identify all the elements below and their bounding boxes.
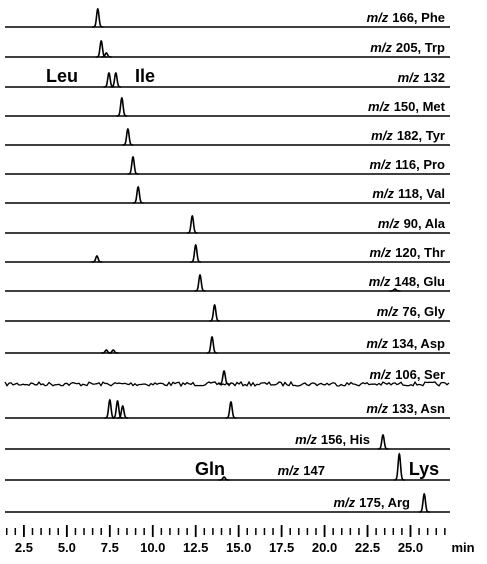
peak [209,303,221,322]
peak [377,433,389,450]
trace-label: m/z 118, Val [372,186,445,201]
x-tick-label: 22.5 [355,540,380,555]
x-tick-label: 2.5 [15,540,33,555]
peak [100,52,112,58]
peak [190,243,202,263]
mz-prefix: m/z [334,495,356,510]
x-tick-label: 25.0 [398,540,423,555]
peak [92,7,104,28]
peak [95,39,107,58]
trace-label: m/z 147 [278,463,325,478]
mz-prefix: m/z [370,40,392,55]
x-axis-label: min [451,540,474,555]
x-tick-label: 20.0 [312,540,337,555]
trace-label: m/z 205, Trp [370,40,445,55]
trace-label: m/z 132 [398,70,445,85]
peak [186,214,198,234]
peak [389,288,401,292]
mz-prefix: m/z [372,186,394,201]
trace-name: 132 [423,70,445,85]
x-tick-label: 7.5 [101,540,119,555]
mz-prefix: m/z [398,70,420,85]
trace-name: 150, Met [394,99,446,114]
annotation: Leu [46,66,78,86]
trace-label: m/z 133, Asn [366,401,445,416]
mz-prefix: m/z [369,367,391,382]
mz-prefix: m/z [369,157,391,172]
peak [418,492,430,513]
trace-name: 76, Gly [402,304,445,319]
peak [218,476,230,481]
peak [206,335,218,354]
peak [91,255,103,263]
trace-name: 205, Trp [396,40,445,55]
annotation: Gln [195,459,225,479]
trace-name: 134, Asp [392,336,445,351]
peak [218,369,230,385]
trace-name: 106, Ser [395,367,445,382]
mz-prefix: m/z [368,99,390,114]
trace-label: m/z 182, Tyr [371,128,445,143]
trace-name: 148, Glu [394,274,445,289]
x-tick-label: 15.0 [226,540,251,555]
trace-name: 116, Pro [395,157,445,172]
peak [117,405,129,419]
peak [104,398,116,419]
trace-label: m/z 120, Thr [369,245,445,260]
trace-name: 182, Tyr [397,128,445,143]
mz-prefix: m/z [278,463,300,478]
x-tick-label: 10.0 [140,540,165,555]
peak [122,127,134,146]
x-tick-label: 17.5 [269,540,294,555]
mz-prefix: m/z [366,336,388,351]
trace-label: m/z 106, Ser [369,367,445,382]
peak [112,399,123,419]
mz-prefix: m/z [378,216,400,231]
trace-name: 156, His [321,432,370,447]
peak [110,71,122,88]
mz-prefix: m/z [366,401,388,416]
peak [194,273,206,292]
trace-name: 120, Thr [395,245,445,260]
peak [225,400,237,419]
mz-prefix: m/z [369,245,391,260]
trace-label: m/z 148, Glu [369,274,445,289]
trace-label: m/z 156, His [295,432,370,447]
trace-label: m/z 116, Pro [369,157,445,172]
trace-name: 118, Val [398,186,445,201]
trace-label: m/z 150, Met [368,99,446,114]
x-tick-label: 5.0 [58,540,76,555]
peak [127,155,139,175]
mz-prefix: m/z [371,128,393,143]
mz-prefix: m/z [377,304,399,319]
trace-name: 166, Phe [392,10,445,25]
trace-label: m/z 134, Asp [366,336,445,351]
trace-name: 147 [303,463,325,478]
mz-prefix: m/z [367,10,389,25]
trace-name: 175, Arg [359,495,410,510]
trace-label: m/z 166, Phe [367,10,445,25]
trace-label: m/z 76, Gly [377,304,446,319]
x-tick-label: 12.5 [183,540,208,555]
mz-prefix: m/z [369,274,391,289]
peak [393,452,405,481]
mz-prefix: m/z [295,432,317,447]
trace-name: 133, Asn [392,401,445,416]
peak [116,96,128,117]
annotation: Lys [409,459,439,479]
trace-label: m/z 90, Ala [378,216,446,231]
peak [107,349,119,354]
trace-name: 90, Ala [404,216,446,231]
trace-label: m/z 175, Arg [334,495,411,510]
peak [132,185,144,204]
annotation: Ile [135,66,155,86]
